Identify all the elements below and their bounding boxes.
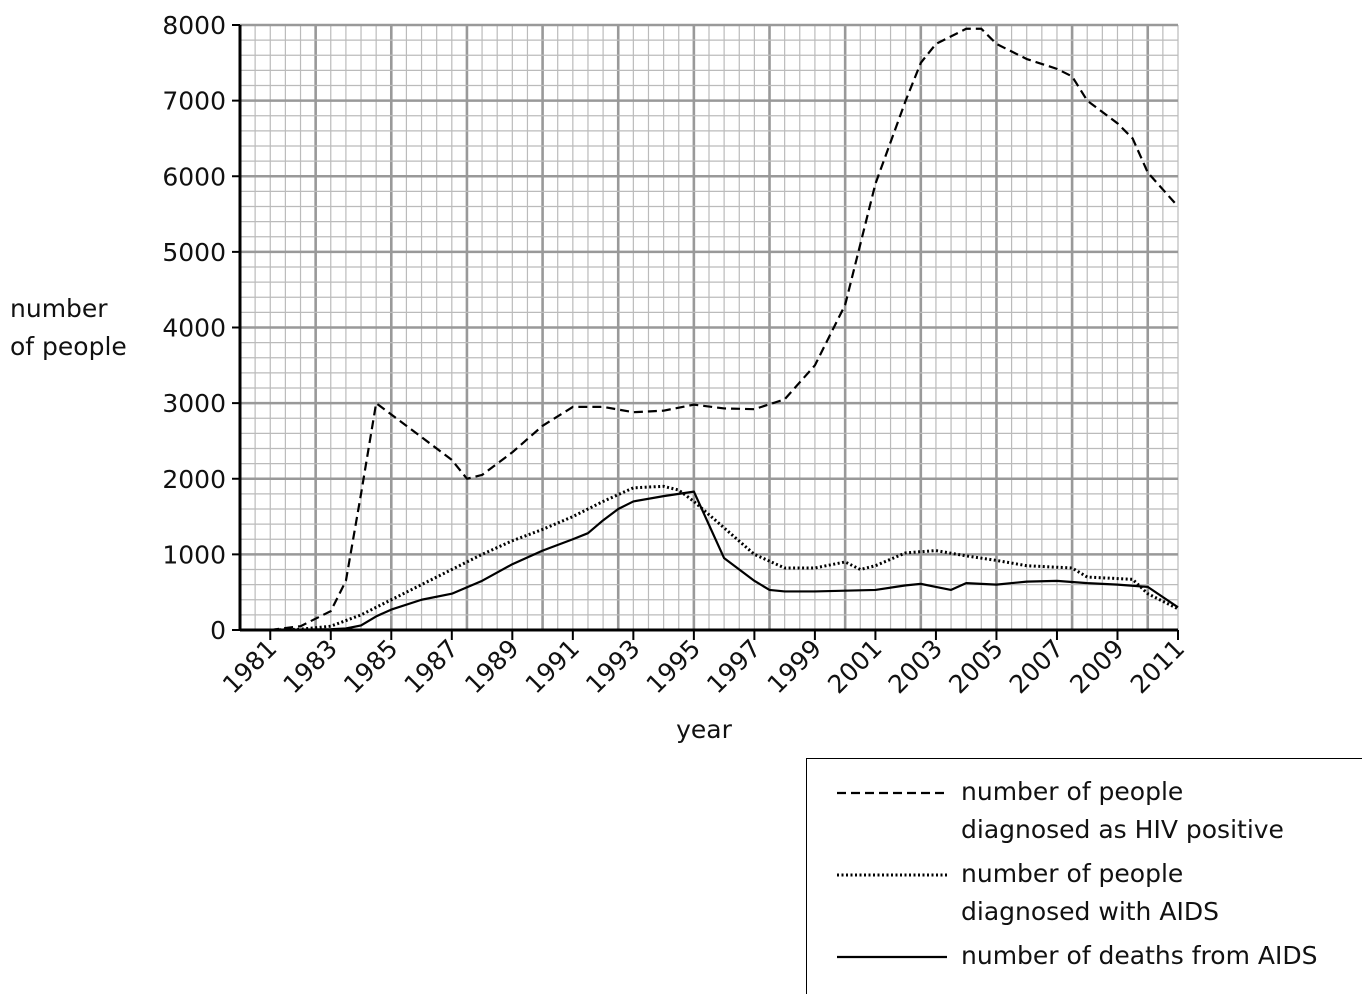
y-tick-label: 1000 [162,540,226,569]
x-tick-label: 1989 [459,634,524,699]
legend-swatch [837,791,947,795]
series-line [270,27,1179,632]
y-tick-label: 2000 [162,465,226,494]
x-tick-label: 1999 [762,634,827,699]
x-tick-label: 1991 [520,634,585,699]
legend-label: number of people diagnosed as HIV positi… [961,777,1284,844]
x-tick-label: 2007 [1004,634,1069,699]
y-tick-label: 0 [210,616,226,645]
x-tick-label: 1997 [701,634,766,699]
y-tick-label: 8000 [162,11,226,40]
legend-item: number of people diagnosed with AIDS [807,855,1362,931]
legend-swatch [837,873,947,877]
y-tick-label: 6000 [162,162,226,191]
x-tick-label: 2003 [883,634,948,699]
legend: number of people diagnosed as HIV positi… [806,758,1362,994]
x-tick-label: 1983 [278,634,343,699]
y-axis-label: number of people [10,294,127,361]
x-tick-label: 1985 [338,634,403,699]
series-line [270,490,1179,632]
x-tick-label: 2011 [1125,634,1190,699]
x-tick-label: 1987 [399,634,464,699]
legend-item: number of deaths from AIDS [807,937,1362,975]
legend-label: number of deaths from AIDS [961,941,1318,970]
x-tick-label: 1995 [641,634,706,699]
series-line [270,484,1179,632]
legend-swatch [837,955,947,959]
x-tick-label: 2001 [822,634,887,699]
y-tick-label: 7000 [162,87,226,116]
x-tick-label: 2005 [943,634,1008,699]
legend-item: number of people diagnosed as HIV positi… [807,773,1362,849]
x-axis-label: year [676,715,732,744]
x-tick-label: 1993 [580,634,645,699]
y-tick-label: 5000 [162,238,226,267]
y-tick-label: 4000 [162,314,226,343]
x-tick-label: 1981 [217,634,282,699]
y-tick-label: 3000 [162,389,226,418]
legend-label: number of people diagnosed with AIDS [961,859,1219,926]
x-tick-label: 2009 [1064,634,1129,699]
